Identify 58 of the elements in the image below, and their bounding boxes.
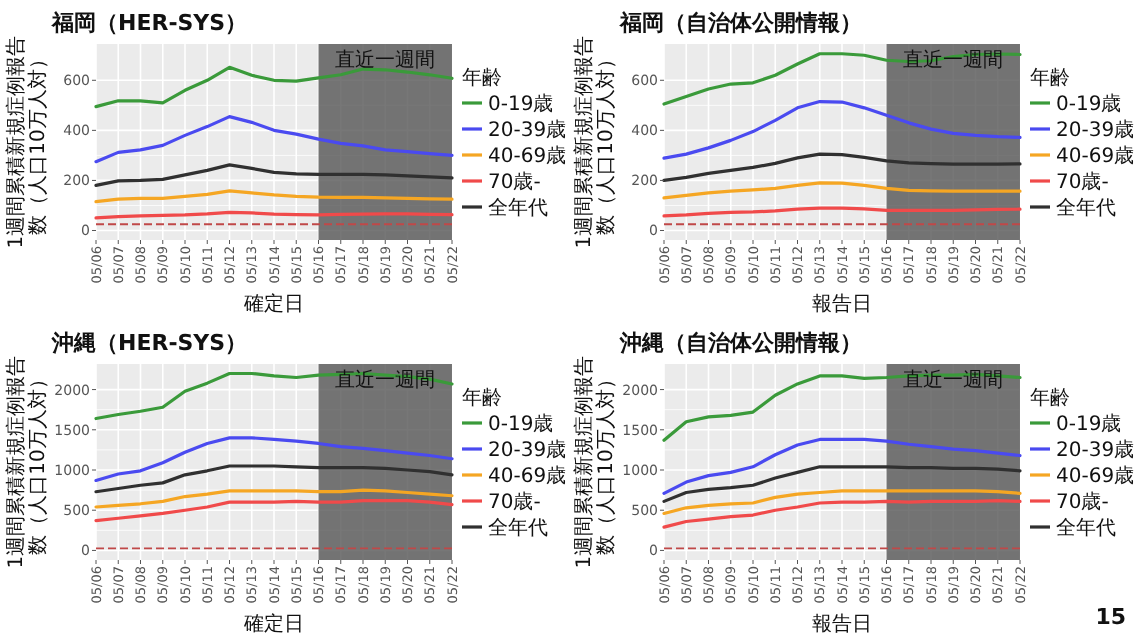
chart-title: 福岡（HER-SYS） xyxy=(50,10,248,36)
line-series xyxy=(662,465,1022,503)
band-label: 直近一週間 xyxy=(335,368,436,392)
line-series xyxy=(94,163,454,188)
legend-label: 40-69歳 xyxy=(1056,464,1135,488)
legend-title: 年齢 xyxy=(1030,66,1070,90)
legend-label: 70歳- xyxy=(1056,490,1110,514)
legend-label: 0-19歳 xyxy=(488,92,554,116)
line-series xyxy=(94,488,454,509)
line-series xyxy=(94,498,454,523)
line-series xyxy=(662,152,1022,183)
legend-label: 0-19歳 xyxy=(1056,412,1122,436)
legend-label: 0-19歳 xyxy=(488,412,554,436)
y-axis-title: 1週間累積新規症例報告数（人口10万人対） xyxy=(572,355,618,569)
legend-label: 70歳- xyxy=(488,170,542,194)
y-axis-title: 1週間累積新規症例報告数（人口10万人対） xyxy=(4,355,50,569)
line-series xyxy=(94,436,454,483)
legend-label: 20-39歳 xyxy=(488,118,567,142)
legend-label: 全年代 xyxy=(488,516,548,540)
line-series xyxy=(662,99,1022,160)
band-label: 直近一週間 xyxy=(335,48,436,72)
line-series xyxy=(94,464,454,494)
x-axis-title: 確定日 xyxy=(242,612,304,636)
text: 15 xyxy=(1095,604,1126,630)
line-series xyxy=(662,498,1022,529)
legend-label: 40-69歳 xyxy=(488,144,567,168)
legend-label: 全年代 xyxy=(1056,516,1116,540)
legend-title: 年齢 xyxy=(462,386,502,410)
x-axis-title: 確定日 xyxy=(242,292,304,316)
legend-label: 20-39歳 xyxy=(1056,438,1135,462)
legend-label: 20-39歳 xyxy=(488,438,567,462)
legend-label: 20-39歳 xyxy=(1056,118,1135,142)
line-series xyxy=(94,371,454,421)
line-series xyxy=(94,65,454,109)
legend-label: 全年代 xyxy=(1056,196,1116,220)
chart-title: 沖縄（自治体公開情報） xyxy=(618,330,862,356)
legend-label: 全年代 xyxy=(488,196,548,220)
legend-title: 年齢 xyxy=(462,66,502,90)
line-series xyxy=(94,114,454,164)
legend-label: 70歳- xyxy=(1056,170,1110,194)
legend-title: 年齢 xyxy=(1030,386,1070,410)
band-label: 直近一週間 xyxy=(903,368,1004,392)
line-series xyxy=(662,489,1022,516)
band-label: 直近一週間 xyxy=(903,48,1004,72)
x-axis-title: 報告日 xyxy=(812,292,872,316)
legend-label: 70歳- xyxy=(488,490,542,514)
line-series xyxy=(662,181,1022,200)
line-series xyxy=(662,52,1022,106)
y-axis-title: 1週間累積新規症例報告数（人口10万人対） xyxy=(572,35,618,249)
legend-label: 40-69歳 xyxy=(488,464,567,488)
x-axis-title: 報告日 xyxy=(812,612,872,636)
chart-title: 福岡（自治体公開情報） xyxy=(618,10,862,36)
legend-label: 0-19歳 xyxy=(1056,92,1122,116)
legend-label: 40-69歳 xyxy=(1056,144,1135,168)
line-series xyxy=(662,372,1022,442)
line-series xyxy=(662,437,1022,495)
y-axis-title: 1週間累積新規症例報告数（人口10万人対） xyxy=(4,35,50,249)
chart-title: 沖縄（HER-SYS） xyxy=(50,330,248,356)
